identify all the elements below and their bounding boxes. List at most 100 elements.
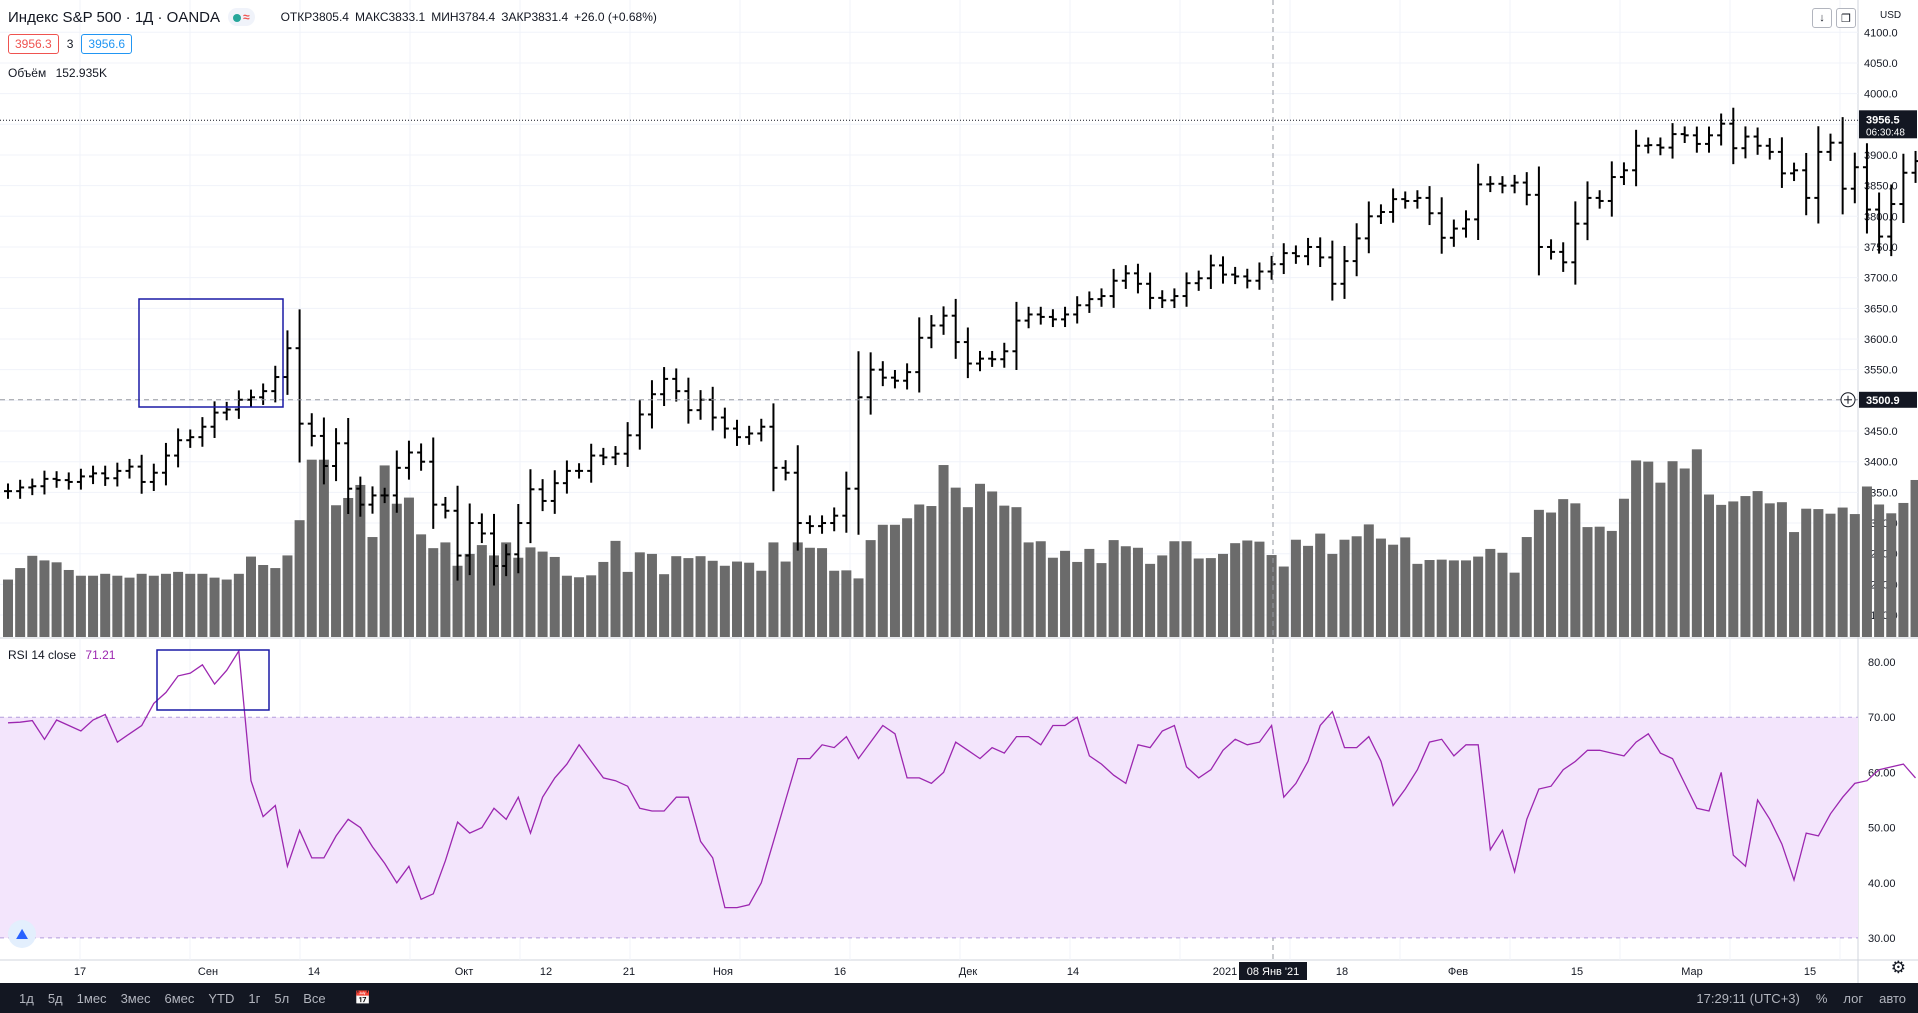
volume-bar [1230, 543, 1241, 637]
price-tick-label: 3800.0 [1864, 211, 1898, 223]
volume-bar [1400, 537, 1411, 637]
volume-bar [707, 560, 718, 637]
calendar-icon[interactable]: 📅 [354, 990, 371, 1005]
time-tick-label: Окт [455, 966, 474, 978]
volume-bar [1339, 539, 1350, 637]
volume-bar [1303, 545, 1314, 637]
volume-bar [622, 571, 633, 637]
volume-bar [1181, 541, 1192, 637]
volume-bar [914, 504, 925, 637]
range-button[interactable]: YTD [208, 990, 235, 1006]
price-tick-label: 3350.0 [1864, 487, 1898, 499]
volume-bar [246, 556, 256, 637]
volume-bar [391, 503, 402, 637]
volume-bar [440, 542, 451, 637]
tradingview-logo-icon[interactable]: ⛰ [8, 920, 36, 948]
volume-bar [1145, 563, 1156, 637]
price-tick-label: 3600.0 [1864, 334, 1898, 346]
volume-bar [452, 565, 463, 637]
clock-time[interactable]: 17:29:11 (UTC+3) [1696, 990, 1800, 1006]
buy-button[interactable]: 3956.6 [81, 34, 133, 54]
range-button[interactable]: 1г [248, 990, 261, 1006]
spread-value: 3 [66, 37, 74, 51]
volume-bar [282, 555, 293, 637]
range-button[interactable]: 5л [274, 990, 290, 1006]
volume-bar [865, 540, 876, 637]
volume-bar [1849, 514, 1860, 637]
price-tick-label: 3650.0 [1864, 303, 1898, 315]
volume-bar [148, 575, 159, 637]
volume-bar [902, 518, 913, 637]
market-status[interactable]: ≈ [228, 8, 255, 26]
range-button[interactable]: 1мес [76, 990, 107, 1006]
volume-bar [1485, 548, 1496, 637]
volume-bar [744, 562, 755, 637]
percent-toggle[interactable]: % [1815, 990, 1828, 1006]
maximize-icon[interactable]: ❐ [1836, 8, 1856, 28]
range-button[interactable]: 5д [47, 990, 63, 1006]
volume-bar [489, 555, 499, 637]
volume-bar [306, 459, 317, 637]
last-price-label: 3956.5 [1866, 114, 1900, 126]
rsi-tick-label: 80.00 [1868, 657, 1896, 669]
time-tick-label: 15 [1571, 966, 1583, 978]
rsi-band [0, 717, 1858, 938]
volume-bar [1375, 538, 1386, 637]
range-button[interactable]: Все [303, 990, 326, 1006]
symbol-title[interactable]: Индекс S&P 500 · 1Д · OANDA [8, 8, 220, 26]
volume-bar [270, 568, 281, 637]
volume-bar [343, 497, 354, 637]
price-tick-label: 3550.0 [1864, 365, 1898, 377]
gear-icon[interactable]: ⚙ [1890, 958, 1906, 977]
crosshair-date-badge [1239, 962, 1307, 980]
volume-bar [792, 542, 803, 637]
volume-bar [1789, 532, 1800, 637]
time-tick-label: 17 [74, 966, 86, 978]
time-tick-label: 14 [308, 966, 320, 978]
ohlc-value: 3805.4 [312, 10, 349, 24]
log-toggle[interactable]: лог [1843, 990, 1864, 1006]
ohlc-label: ЗАКР [501, 10, 532, 24]
rsi-legend[interactable]: RSI 14 close 71.21 [8, 648, 115, 662]
ohlc-value: 3833.1 [388, 10, 426, 24]
volume-bar [889, 524, 900, 637]
volume-bar [1764, 503, 1775, 637]
volume-bar [1825, 513, 1836, 637]
time-tick-label: 12 [540, 966, 552, 978]
volume-bar [598, 561, 609, 637]
annotation-rectangle-rsi [156, 649, 270, 711]
price-tick-label: 3750.0 [1864, 242, 1898, 254]
volume-bar [586, 575, 597, 637]
sell-button[interactable]: 3956.3 [8, 34, 59, 54]
range-button[interactable]: 6мес [164, 990, 195, 1006]
volume-bar [1254, 541, 1265, 637]
volume-bar [124, 577, 135, 637]
auto-toggle[interactable]: авто [1879, 990, 1906, 1006]
volume-legend[interactable]: Объём 152.935K [8, 66, 107, 80]
volume-bar [1072, 561, 1083, 637]
volume-bar [987, 491, 998, 637]
volume-bar [294, 520, 305, 637]
volume-bar [513, 557, 524, 637]
volume-bar [355, 484, 366, 637]
volume-bar [1752, 491, 1763, 637]
volume-bar [1084, 548, 1095, 637]
volume-bar [1631, 460, 1642, 637]
time-tick-label: 14 [1067, 966, 1079, 978]
volume-bar [1679, 468, 1690, 637]
volume-bar [1837, 507, 1848, 637]
volume-bar [464, 553, 475, 637]
volume-bar [1886, 513, 1897, 637]
scroll-down-icon[interactable]: ↓ [1812, 8, 1832, 28]
bottom-right-controls: 17:29:11 (UTC+3) % лог авто [1696, 991, 1918, 1006]
volume-bar [197, 573, 208, 637]
volume-bar [1363, 524, 1374, 637]
annotation-rectangle-price [138, 298, 284, 408]
volume-bar [1315, 533, 1326, 637]
volume-bar [537, 551, 548, 637]
range-button[interactable]: 1д [19, 990, 34, 1006]
bottom-toolbar: 1д 5д 1мес 3мес 6мес YTD 1г 5л Все 📅 17:29:11 (U… [0, 983, 1918, 1013]
chart-area[interactable]: 4100.04050.04000.03950.03900.03850.03800… [0, 0, 1918, 983]
volume-bar [646, 553, 657, 637]
range-button[interactable]: 3мес [120, 990, 151, 1006]
